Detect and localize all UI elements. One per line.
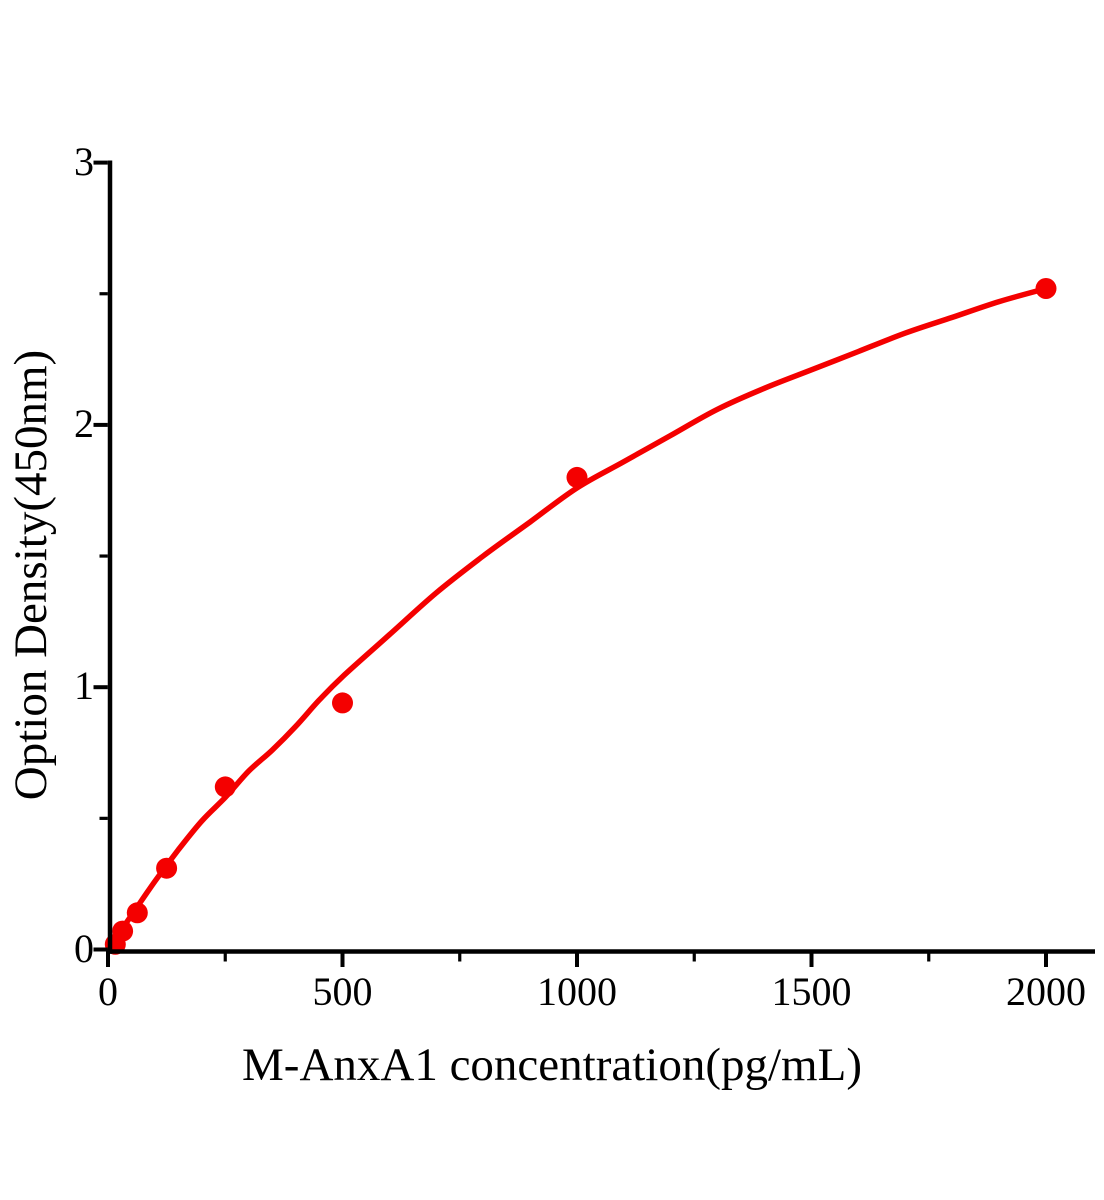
fit-curve <box>105 285 1049 953</box>
y-axis-title: Option Density(450nm) <box>5 349 57 801</box>
x-tick-label: 1000 <box>537 969 617 1014</box>
y-tick-label: 2 <box>74 400 94 446</box>
data-point <box>112 920 134 942</box>
y-tick-label: 1 <box>74 663 94 709</box>
data-point <box>1035 278 1057 299</box>
x-tick-label: 0 <box>98 969 118 1014</box>
data-point <box>332 692 353 714</box>
y-tick-label: 0 <box>74 925 94 971</box>
x-tick-label: 2000 <box>1006 969 1086 1014</box>
x-axis-title: M-AnxA1 concentration(pg/mL) <box>242 1039 862 1091</box>
y-tick-label: 3 <box>74 138 94 184</box>
x-tick-label: 1500 <box>771 969 852 1014</box>
data-point <box>156 857 178 879</box>
data-point <box>126 902 148 924</box>
data-point <box>566 466 588 488</box>
data-point <box>214 776 236 798</box>
x-tick-label: 500 <box>312 969 373 1014</box>
